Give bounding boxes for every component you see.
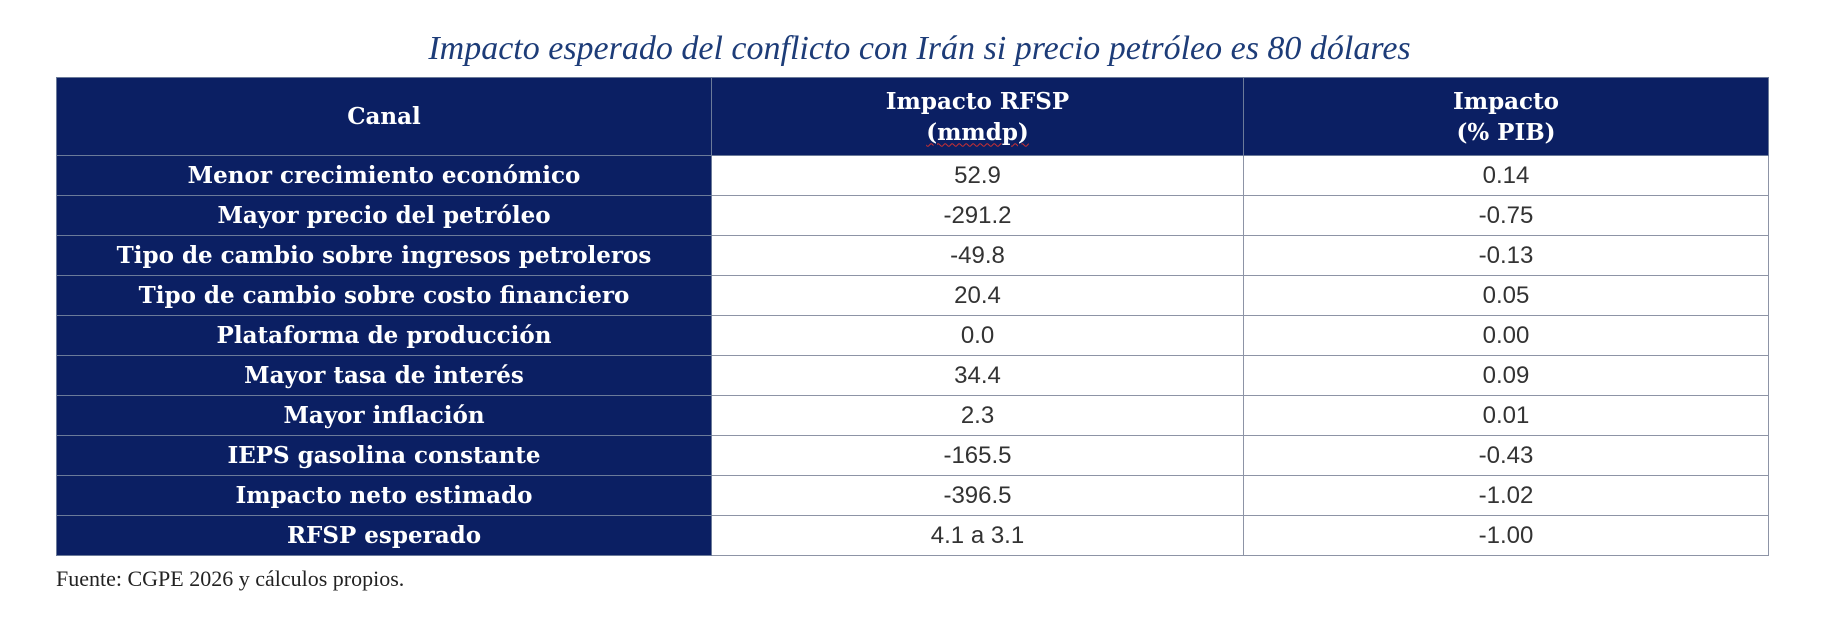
row-rfsp-value: 52.9 xyxy=(711,155,1244,196)
row-rfsp-value: 2.3 xyxy=(711,395,1244,436)
row-canal-label: IEPS gasolina constante xyxy=(56,435,712,476)
table-title: Impacto esperado del conflicto con Irán … xyxy=(428,30,1411,67)
table-row: Mayor precio del petróleo -291.2 -0.75 xyxy=(56,195,1769,236)
table-row: Mayor tasa de interés 34.4 0.09 xyxy=(56,355,1769,396)
row-rfsp-value: 20.4 xyxy=(711,275,1244,316)
table-row: Plataforma de producción 0.0 0.00 xyxy=(56,315,1769,356)
row-rfsp-value: 34.4 xyxy=(711,355,1244,396)
row-pib-value: 0.01 xyxy=(1243,395,1769,436)
table-header-row: Canal Impacto RFSP (mmdp) Impacto (% PIB… xyxy=(56,77,1769,156)
column-header-impacto-pib-line1: Impacto xyxy=(1452,87,1560,115)
row-rfsp-value: 0.0 xyxy=(711,315,1244,356)
column-header-canal: Canal xyxy=(56,77,712,156)
column-header-impacto-pib: Impacto (% PIB) xyxy=(1243,77,1769,156)
row-canal-label: Impacto neto estimado xyxy=(56,475,712,516)
row-pib-value: -1.02 xyxy=(1243,475,1769,516)
row-canal-label: Menor crecimiento económico xyxy=(56,155,712,196)
column-header-impacto-rfsp-line2: (mmdp) xyxy=(926,118,1029,146)
row-rfsp-value: -49.8 xyxy=(711,235,1244,276)
row-pib-value: 0.09 xyxy=(1243,355,1769,396)
row-canal-label: RFSP esperado xyxy=(56,515,712,556)
impact-table: Canal Impacto RFSP (mmdp) Impacto (% PIB… xyxy=(56,77,1769,556)
row-pib-value: 0.00 xyxy=(1243,315,1769,356)
row-rfsp-value: -165.5 xyxy=(711,435,1244,476)
row-canal-label: Tipo de cambio sobre costo financiero xyxy=(56,275,712,316)
row-rfsp-value: -291.2 xyxy=(711,195,1244,236)
column-header-impacto-rfsp-line1: Impacto RFSP xyxy=(885,87,1070,115)
column-header-impacto-rfsp: Impacto RFSP (mmdp) xyxy=(711,77,1244,156)
row-canal-label: Mayor inflación xyxy=(56,395,712,436)
row-canal-label: Plataforma de producción xyxy=(56,315,712,356)
column-header-impacto-pib-line2: (% PIB) xyxy=(1456,118,1556,146)
row-canal-label: Mayor precio del petróleo xyxy=(56,195,712,236)
table-row: Impacto neto estimado -396.5 -1.02 xyxy=(56,475,1769,516)
row-canal-label: Tipo de cambio sobre ingresos petroleros xyxy=(56,235,712,276)
table-row: IEPS gasolina constante -165.5 -0.43 xyxy=(56,435,1769,476)
row-rfsp-value: -396.5 xyxy=(711,475,1244,516)
row-pib-value: -0.43 xyxy=(1243,435,1769,476)
row-pib-value: -0.75 xyxy=(1243,195,1769,236)
row-pib-value: -1.00 xyxy=(1243,515,1769,556)
column-header-canal-label: Canal xyxy=(347,103,421,130)
row-rfsp-value: 4.1 a 3.1 xyxy=(711,515,1244,556)
row-pib-value: 0.14 xyxy=(1243,155,1769,196)
table-row: Menor crecimiento económico 52.9 0.14 xyxy=(56,155,1769,196)
row-pib-value: -0.13 xyxy=(1243,235,1769,276)
table-row: Tipo de cambio sobre ingresos petroleros… xyxy=(56,235,1769,276)
source-note: Fuente: CGPE 2026 y cálculos propios. xyxy=(56,566,405,591)
row-canal-label: Mayor tasa de interés xyxy=(56,355,712,396)
row-pib-value: 0.05 xyxy=(1243,275,1769,316)
table-row: Tipo de cambio sobre costo financiero 20… xyxy=(56,275,1769,316)
table-row: Mayor inflación 2.3 0.01 xyxy=(56,395,1769,436)
table-row: RFSP esperado 4.1 a 3.1 -1.00 xyxy=(56,515,1769,556)
